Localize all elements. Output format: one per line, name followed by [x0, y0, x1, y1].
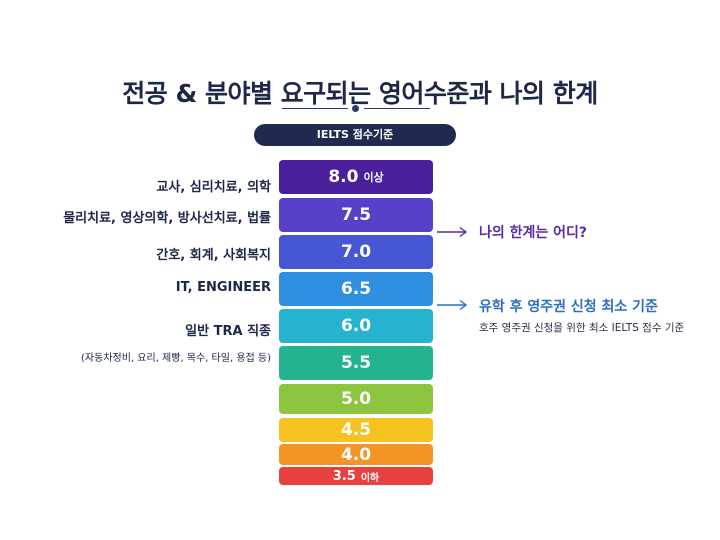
pr-arrow-icon	[437, 299, 468, 311]
label-trade: 일반 TRA 직종	[185, 324, 271, 339]
band-score: 6.5	[340, 279, 372, 299]
band-7-5: 7.5	[279, 198, 433, 232]
band-suffix: 이하	[360, 472, 380, 484]
ielts-header-pill: IELTS 점수기준	[254, 124, 456, 146]
label-nursing: 간호, 회계, 사회복지	[156, 248, 271, 263]
band-6-5: 6.5	[279, 272, 433, 306]
band-8-0: 8.0 이상	[279, 160, 433, 194]
band-4-5: 4.5	[279, 418, 433, 442]
band-score: 7.5	[340, 205, 372, 225]
band-score: 4.5	[340, 420, 372, 440]
limit-arrow-icon	[437, 226, 468, 238]
band-score: 5.0	[340, 389, 372, 409]
label-trade-examples: (자동차정비, 요리, 제빵, 목수, 타일, 용접 등)	[81, 353, 271, 364]
band-score: 7.0	[340, 242, 372, 262]
band-5-5: 5.5	[279, 346, 433, 380]
label-physio: 물리치료, 영상의학, 방사선치료, 법률	[63, 211, 271, 226]
title-divider-left	[282, 108, 348, 109]
callout-my-limit: 나의 한계는 어디?	[479, 225, 588, 241]
title-divider-dot	[352, 105, 359, 112]
band-5-0: 5.0	[279, 384, 433, 414]
band-6-0: 6.0	[279, 309, 433, 343]
band-score: 3.5	[332, 468, 356, 484]
band-7-0: 7.0	[279, 235, 433, 269]
title-divider-right	[364, 108, 430, 109]
callout-pr-minimum: 유학 후 영주권 신청 최소 기준	[479, 299, 658, 315]
page-title: 전공 & 분야별 요구되는 영어수준과 나의 한계	[122, 79, 598, 108]
band-4-0: 4.0	[279, 444, 433, 465]
band-score: 4.0	[340, 444, 372, 465]
callout-pr-description: 호주 영주권 신청을 위한 최소 IELTS 점수 기준	[479, 322, 685, 334]
band-suffix: 이상	[363, 171, 384, 184]
label-it: IT, ENGINEER	[175, 280, 271, 295]
label-teacher: 교사, 심리치료, 의학	[156, 180, 271, 195]
band-score: 5.5	[340, 353, 372, 373]
band-score: 6.0	[340, 316, 372, 336]
band-3-5: 3.5 이하	[279, 467, 433, 485]
band-score: 8.0	[328, 167, 359, 187]
